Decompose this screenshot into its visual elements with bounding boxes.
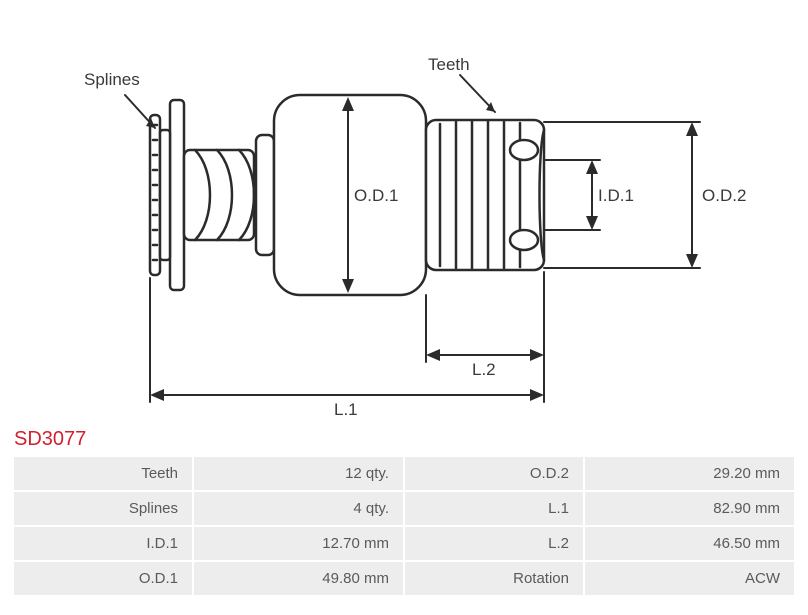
label-id1: I.D.1 [598, 186, 634, 206]
spec-table: Teeth 12 qty. O.D.2 29.20 mm Splines 4 q… [12, 455, 796, 597]
table-row: Splines 4 qty. L.1 82.90 mm [14, 492, 794, 525]
spec-value: 46.50 mm [585, 527, 794, 560]
spec-label: O.D.2 [405, 457, 583, 490]
spec-label: L.1 [405, 492, 583, 525]
spec-value: 29.20 mm [585, 457, 794, 490]
spec-label: I.D.1 [14, 527, 192, 560]
table-row: Teeth 12 qty. O.D.2 29.20 mm [14, 457, 794, 490]
label-l1: L.1 [334, 400, 358, 420]
spec-value: 12 qty. [194, 457, 403, 490]
diagram-svg [0, 0, 808, 420]
spec-label: L.2 [405, 527, 583, 560]
label-teeth: Teeth [428, 55, 470, 75]
spec-value: 82.90 mm [585, 492, 794, 525]
spec-value: ACW [585, 562, 794, 595]
spec-label: O.D.1 [14, 562, 192, 595]
label-l2: L.2 [472, 360, 496, 380]
technical-diagram: Splines Teeth O.D.1 I.D.1 O.D.2 L.2 L.1 [0, 0, 808, 420]
label-splines: Splines [84, 70, 140, 90]
spec-label: Rotation [405, 562, 583, 595]
spec-value: 4 qty. [194, 492, 403, 525]
spec-label: Teeth [14, 457, 192, 490]
spec-label: Splines [14, 492, 192, 525]
spec-value: 49.80 mm [194, 562, 403, 595]
table-row: I.D.1 12.70 mm L.2 46.50 mm [14, 527, 794, 560]
product-code: SD3077 [0, 420, 808, 455]
label-od1: O.D.1 [354, 186, 398, 206]
spec-value: 12.70 mm [194, 527, 403, 560]
label-od2: O.D.2 [702, 186, 746, 206]
table-row: O.D.1 49.80 mm Rotation ACW [14, 562, 794, 595]
